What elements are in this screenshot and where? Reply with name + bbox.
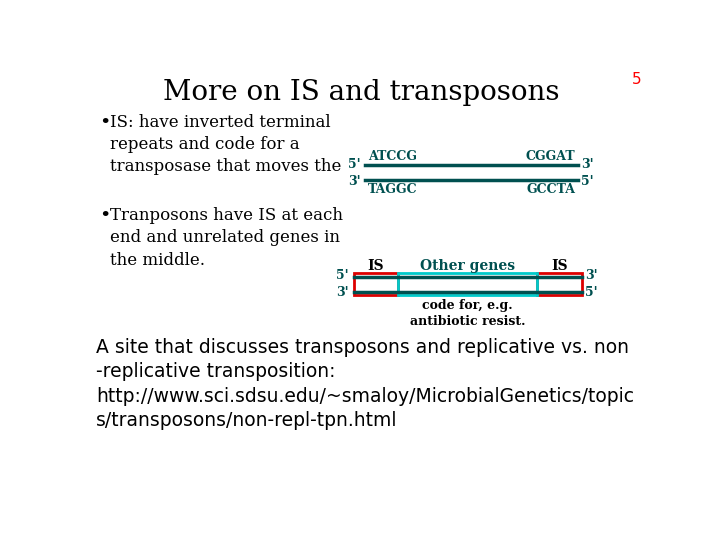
Text: 3': 3' <box>348 174 361 187</box>
Text: Tranposons have IS at each
end and unrelated genes in
the middle.: Tranposons have IS at each end and unrel… <box>110 207 343 268</box>
Text: 5': 5' <box>581 174 594 187</box>
Text: ATCCG: ATCCG <box>368 150 417 163</box>
Text: IS: IS <box>368 259 384 273</box>
Text: code for, e.g.
antibiotic resist.: code for, e.g. antibiotic resist. <box>410 299 526 328</box>
Text: 5': 5' <box>336 269 349 282</box>
Bar <box>537 273 582 295</box>
Text: 5: 5 <box>632 72 642 87</box>
Text: 3': 3' <box>585 269 598 282</box>
Text: •: • <box>99 114 111 132</box>
Text: A site that discusses transposons and replicative vs. non
-replicative transposi: A site that discusses transposons and re… <box>96 338 634 430</box>
Text: More on IS and transposons: More on IS and transposons <box>163 79 559 106</box>
Text: 5': 5' <box>348 158 361 171</box>
Text: TAGGC: TAGGC <box>368 183 418 195</box>
Text: IS: have inverted terminal
repeats and code for a
transposase that moves the: IS: have inverted terminal repeats and c… <box>110 114 341 176</box>
Text: 3': 3' <box>336 286 349 299</box>
Text: 5': 5' <box>585 286 598 299</box>
Text: CGGAT: CGGAT <box>526 150 575 163</box>
Bar <box>398 273 537 295</box>
Bar <box>354 273 398 295</box>
Text: IS: IS <box>552 259 568 273</box>
Text: •: • <box>99 207 111 225</box>
Text: Other genes: Other genes <box>420 259 516 273</box>
Text: 3': 3' <box>581 158 594 171</box>
Text: GCCTA: GCCTA <box>526 183 575 195</box>
